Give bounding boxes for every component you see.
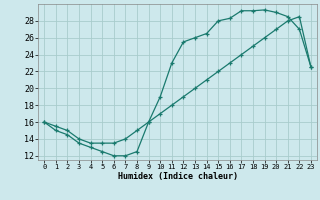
X-axis label: Humidex (Indice chaleur): Humidex (Indice chaleur) xyxy=(118,172,238,181)
